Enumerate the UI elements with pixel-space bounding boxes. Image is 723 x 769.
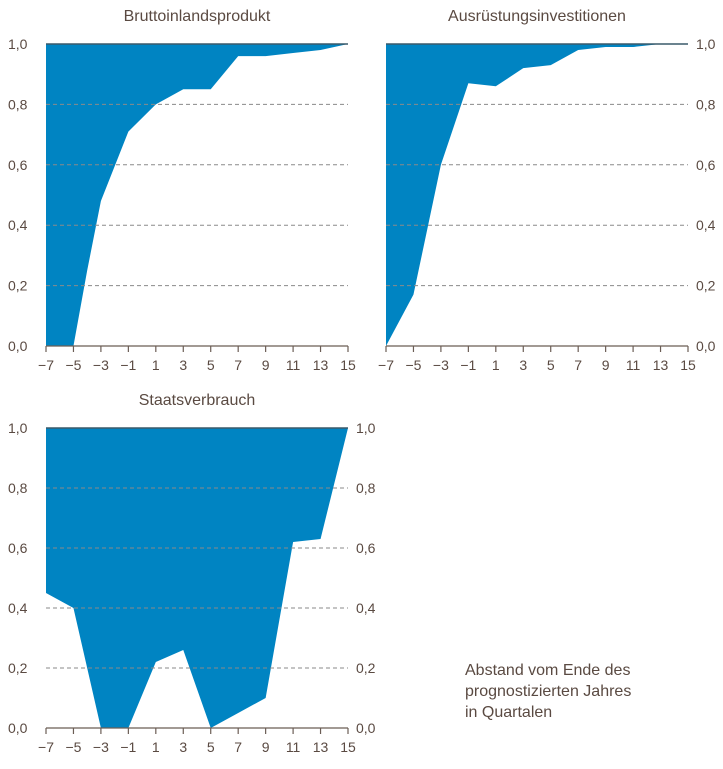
- x-tick-label: −5: [405, 357, 421, 373]
- x-axis-note: Abstand vom Ende des prognostizierten Ja…: [465, 660, 705, 723]
- x-tick-label: −5: [65, 739, 81, 755]
- area-fill: [46, 44, 348, 346]
- y-tick-label: 0,8: [696, 96, 716, 112]
- x-tick-label: −5: [65, 357, 81, 373]
- area-fill: [46, 428, 348, 728]
- x-tick-label: 3: [519, 357, 527, 373]
- x-tick-label: −1: [460, 357, 476, 373]
- x-tick-label: 1: [492, 357, 500, 373]
- y-tick-label: 1,0: [696, 36, 716, 52]
- y-tick-label: 0,0: [356, 720, 376, 736]
- y-tick-label: 0,4: [356, 600, 376, 616]
- y-tick-label: 0,0: [8, 338, 28, 354]
- note-line-2: prognostizierten Jahres: [465, 683, 632, 700]
- area-fill: [386, 44, 688, 346]
- x-tick-label: 5: [547, 357, 555, 373]
- x-tick-label: 7: [234, 357, 242, 373]
- x-tick-label: 11: [286, 739, 301, 755]
- x-tick-label: 3: [179, 357, 187, 373]
- x-tick-label: 15: [340, 739, 356, 755]
- y-tick-label: 1,0: [8, 420, 28, 436]
- y-tick-label: 0,0: [8, 720, 28, 736]
- chart-title: Staatsverbrauch: [139, 392, 256, 409]
- x-tick-label: −7: [38, 739, 54, 755]
- y-tick-label: 0,8: [356, 480, 376, 496]
- y-tick-label: 0,2: [8, 278, 28, 294]
- x-tick-label: 5: [207, 357, 215, 373]
- chart-panel-1: 0,00,20,40,60,81,0−7 −5 −3 −1 1 3 5 7 9 11 13 15Bru…: [8, 8, 356, 373]
- x-tick-label: 7: [234, 739, 242, 755]
- x-tick-label: 1: [152, 739, 160, 755]
- x-tick-label: 13: [313, 739, 329, 755]
- y-tick-label: 0,2: [356, 660, 376, 676]
- y-tick-label: 0,4: [696, 217, 716, 233]
- y-tick-label: 0,6: [8, 157, 28, 173]
- x-tick-label: 1: [152, 357, 160, 373]
- x-tick-label: 13: [653, 357, 669, 373]
- y-tick-label: 1,0: [8, 36, 28, 52]
- chart-title: Bruttoinlandsprodukt: [124, 8, 271, 25]
- x-tick-label: 3: [179, 739, 187, 755]
- y-tick-label: 0,8: [8, 96, 28, 112]
- chart-panel-2: 0,00,20,40,60,81,0−7 −5 −3 −1 1 3 5 7 9 11 13 15Aus…: [378, 8, 716, 373]
- y-tick-label: 0,6: [8, 540, 28, 556]
- x-tick-label: 11: [626, 357, 641, 373]
- x-tick-label: −3: [93, 357, 109, 373]
- x-tick-label: −7: [38, 357, 54, 373]
- note-line-3: in Quartalen: [465, 704, 553, 721]
- x-tick-label: 9: [262, 357, 270, 373]
- x-tick-label: 15: [680, 357, 696, 373]
- y-tick-label: 0,4: [8, 217, 28, 233]
- x-tick-label: 7: [574, 357, 582, 373]
- x-tick-label: 5: [207, 739, 215, 755]
- chart-panel-3: 0,0 0,0 0,2 0,2 0,4 0,4 0,6 0,6 0,8 0,8 1,0 1,0 −7 −5…: [8, 392, 376, 755]
- y-tick-label: 0,2: [8, 660, 28, 676]
- y-tick-label: 1,0: [356, 420, 376, 436]
- x-tick-label: 9: [602, 357, 610, 373]
- x-tick-label: −1: [120, 357, 136, 373]
- y-tick-label: 0,4: [8, 600, 28, 616]
- x-tick-label: −3: [93, 739, 109, 755]
- x-tick-label: 15: [340, 357, 356, 373]
- x-tick-label: 11: [286, 357, 301, 373]
- y-tick-label: 0,8: [8, 480, 28, 496]
- x-tick-label: 13: [313, 357, 329, 373]
- x-tick-label: 9: [262, 739, 270, 755]
- y-tick-label: 0,0: [696, 338, 716, 354]
- y-tick-label: 0,6: [696, 157, 716, 173]
- note-line-1: Abstand vom Ende des: [465, 662, 631, 679]
- x-tick-label: −1: [120, 739, 136, 755]
- y-tick-label: 0,6: [356, 540, 376, 556]
- y-tick-label: 0,2: [696, 278, 716, 294]
- chart-title: Ausrüstungsinvestitionen: [448, 8, 626, 25]
- x-tick-label: −3: [433, 357, 449, 373]
- x-tick-label: −7: [378, 357, 394, 373]
